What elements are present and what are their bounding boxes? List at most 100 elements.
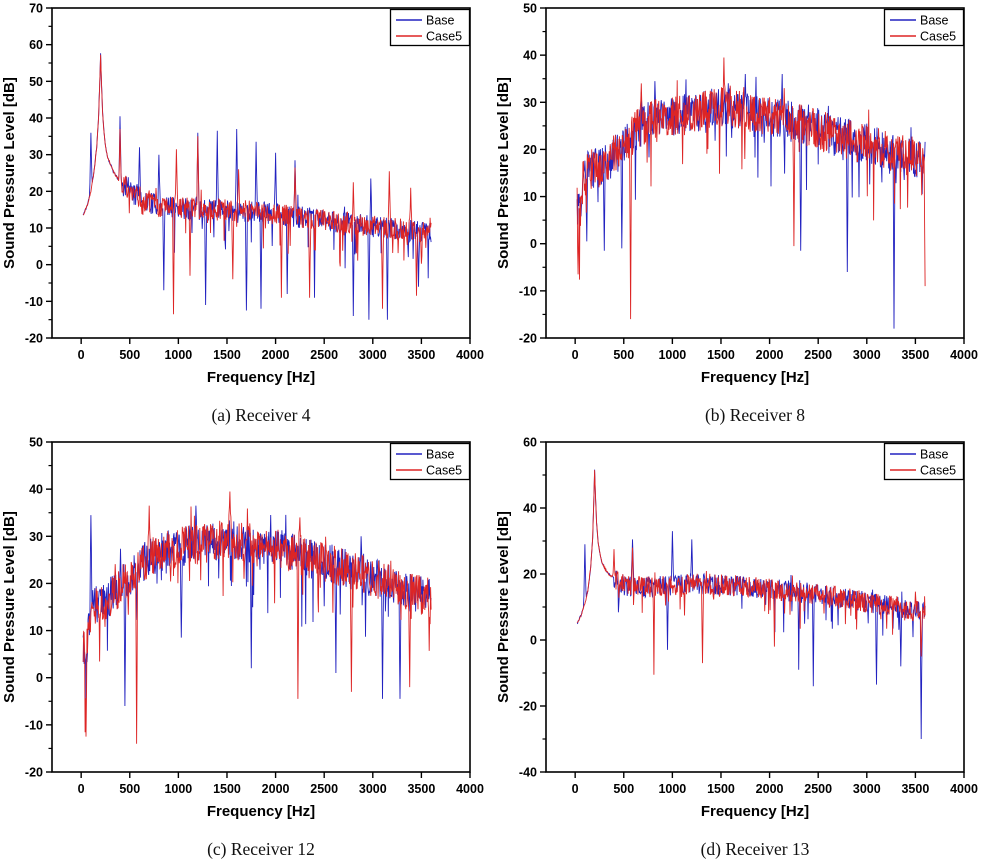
svg-text:1500: 1500: [707, 348, 735, 362]
svg-text:4000: 4000: [950, 782, 978, 796]
spl-frequency-chart-receiver-4: 0 500 1000 1500 2000 2500 3000 3500 4000 -20 -10 0 1…: [1, 2, 484, 387]
svg-text:40: 40: [29, 112, 43, 126]
y-axis: -20 -10 0 10 20 30 40 50: [25, 436, 52, 780]
svg-text:10: 10: [29, 222, 43, 236]
legend-label-case5: Case5: [426, 464, 462, 478]
svg-text:60: 60: [29, 38, 43, 52]
x-axis-title: Frequency [Hz]: [701, 369, 809, 386]
svg-text:4000: 4000: [456, 782, 484, 796]
svg-text:1000: 1000: [658, 348, 686, 362]
svg-text:70: 70: [29, 2, 43, 16]
y-axis-title: Sound Pressure Level [dB]: [1, 511, 18, 703]
y-axis-title: Sound Pressure Level [dB]: [1, 77, 18, 269]
svg-text:1000: 1000: [164, 782, 192, 796]
svg-text:500: 500: [119, 348, 140, 362]
legend-label-base: Base: [920, 14, 949, 28]
svg-text:50: 50: [29, 436, 43, 450]
x-axis: 0 500 1000 1500 2000 2500 3000 3500 4000: [78, 772, 484, 796]
svg-text:0: 0: [78, 348, 85, 362]
svg-text:4000: 4000: [456, 348, 484, 362]
legend-label-base: Base: [920, 448, 949, 462]
svg-text:1500: 1500: [213, 348, 241, 362]
svg-text:0: 0: [36, 258, 43, 272]
svg-text:50: 50: [523, 2, 537, 16]
legend: Base Case5: [883, 8, 965, 47]
svg-text:0: 0: [572, 782, 579, 796]
svg-text:-20: -20: [25, 766, 43, 780]
svg-text:20: 20: [523, 568, 537, 582]
series-line-case5: [82, 54, 432, 315]
svg-text:3000: 3000: [853, 348, 881, 362]
svg-text:3500: 3500: [407, 348, 435, 362]
legend-label-case5: Case5: [920, 30, 956, 44]
chart-caption-b: (b) Receiver 8: [704, 405, 806, 425]
x-axis-title: Frequency [Hz]: [207, 803, 315, 820]
chart-caption-d: (d) Receiver 13: [700, 839, 810, 859]
series-group: [82, 53, 432, 320]
svg-text:0: 0: [36, 671, 43, 685]
svg-text:10: 10: [523, 190, 537, 204]
svg-text:-20: -20: [25, 332, 43, 346]
svg-text:1500: 1500: [707, 782, 735, 796]
legend-box: [883, 442, 965, 481]
svg-text:2500: 2500: [310, 782, 338, 796]
svg-text:20: 20: [523, 143, 537, 157]
svg-text:500: 500: [613, 782, 634, 796]
spl-frequency-chart-receiver-12: 0 500 1000 1500 2000 2500 3000 3500 4000 -20 -10 0 1…: [1, 436, 484, 821]
legend-box: [883, 8, 965, 47]
y-axis: -40 -20 0 20 40 60: [519, 436, 546, 780]
svg-text:2000: 2000: [262, 782, 290, 796]
svg-text:-10: -10: [25, 295, 43, 309]
y-axis-title: Sound Pressure Level [dB]: [495, 77, 512, 269]
panel-receiver-12: 0 500 1000 1500 2000 2500 3000 3500 4000 -20 -10 0 1…: [0, 434, 494, 868]
series-line-base: [82, 53, 432, 320]
svg-text:30: 30: [29, 530, 43, 544]
chart-caption-c: (c) Receiver 12: [207, 839, 315, 859]
legend-box: [389, 442, 471, 481]
y-axis: -20 -10 0 10 20 30 40 50 60 70: [25, 2, 52, 346]
legend-label-base: Base: [426, 448, 455, 462]
svg-text:50: 50: [29, 75, 43, 89]
svg-text:2500: 2500: [804, 348, 832, 362]
x-axis: 0 500 1000 1500 2000 2500 3000 3500 4000: [572, 772, 978, 796]
series-line-case5: [576, 57, 926, 320]
svg-text:2500: 2500: [310, 348, 338, 362]
svg-text:0: 0: [530, 237, 537, 251]
legend: Base Case5: [389, 442, 471, 481]
svg-text:-10: -10: [25, 718, 43, 732]
svg-text:3500: 3500: [901, 782, 929, 796]
svg-text:2000: 2000: [756, 782, 784, 796]
svg-text:1000: 1000: [658, 782, 686, 796]
x-axis: 0 500 1000 1500 2000 2500 3000 3500 4000: [572, 338, 978, 362]
svg-text:500: 500: [119, 782, 140, 796]
svg-text:60: 60: [523, 436, 537, 450]
svg-text:40: 40: [29, 483, 43, 497]
panel-receiver-8: 0 500 1000 1500 2000 2500 3000 3500 4000 -20 -10 0 1…: [494, 0, 988, 434]
series-line-case5: [576, 470, 926, 675]
chart-caption-a: (a) Receiver 4: [211, 405, 311, 425]
svg-text:3000: 3000: [359, 348, 387, 362]
panel-receiver-4: 0 500 1000 1500 2000 2500 3000 3500 4000 -20 -10 0 1…: [0, 0, 494, 434]
svg-text:2000: 2000: [262, 348, 290, 362]
svg-text:-40: -40: [519, 766, 537, 780]
svg-text:2000: 2000: [756, 348, 784, 362]
svg-text:10: 10: [29, 624, 43, 638]
svg-text:20: 20: [29, 185, 43, 199]
svg-text:1000: 1000: [164, 348, 192, 362]
svg-text:4000: 4000: [950, 348, 978, 362]
series-group: [82, 491, 432, 744]
svg-text:30: 30: [29, 148, 43, 162]
svg-text:500: 500: [613, 348, 634, 362]
svg-text:-20: -20: [519, 332, 537, 346]
svg-text:30: 30: [523, 96, 537, 110]
svg-text:3000: 3000: [359, 782, 387, 796]
legend-label-case5: Case5: [426, 30, 462, 44]
svg-text:0: 0: [530, 634, 537, 648]
spl-frequency-chart-receiver-13: 0 500 1000 1500 2000 2500 3000 3500 4000 -40 -20 0 2…: [495, 436, 978, 821]
x-axis-title: Frequency [Hz]: [207, 369, 315, 386]
y-axis: -20 -10 0 10 20 30 40 50: [519, 2, 546, 346]
x-axis-title: Frequency [Hz]: [701, 803, 809, 820]
series-line-case5: [82, 491, 432, 744]
svg-text:-20: -20: [519, 700, 537, 714]
